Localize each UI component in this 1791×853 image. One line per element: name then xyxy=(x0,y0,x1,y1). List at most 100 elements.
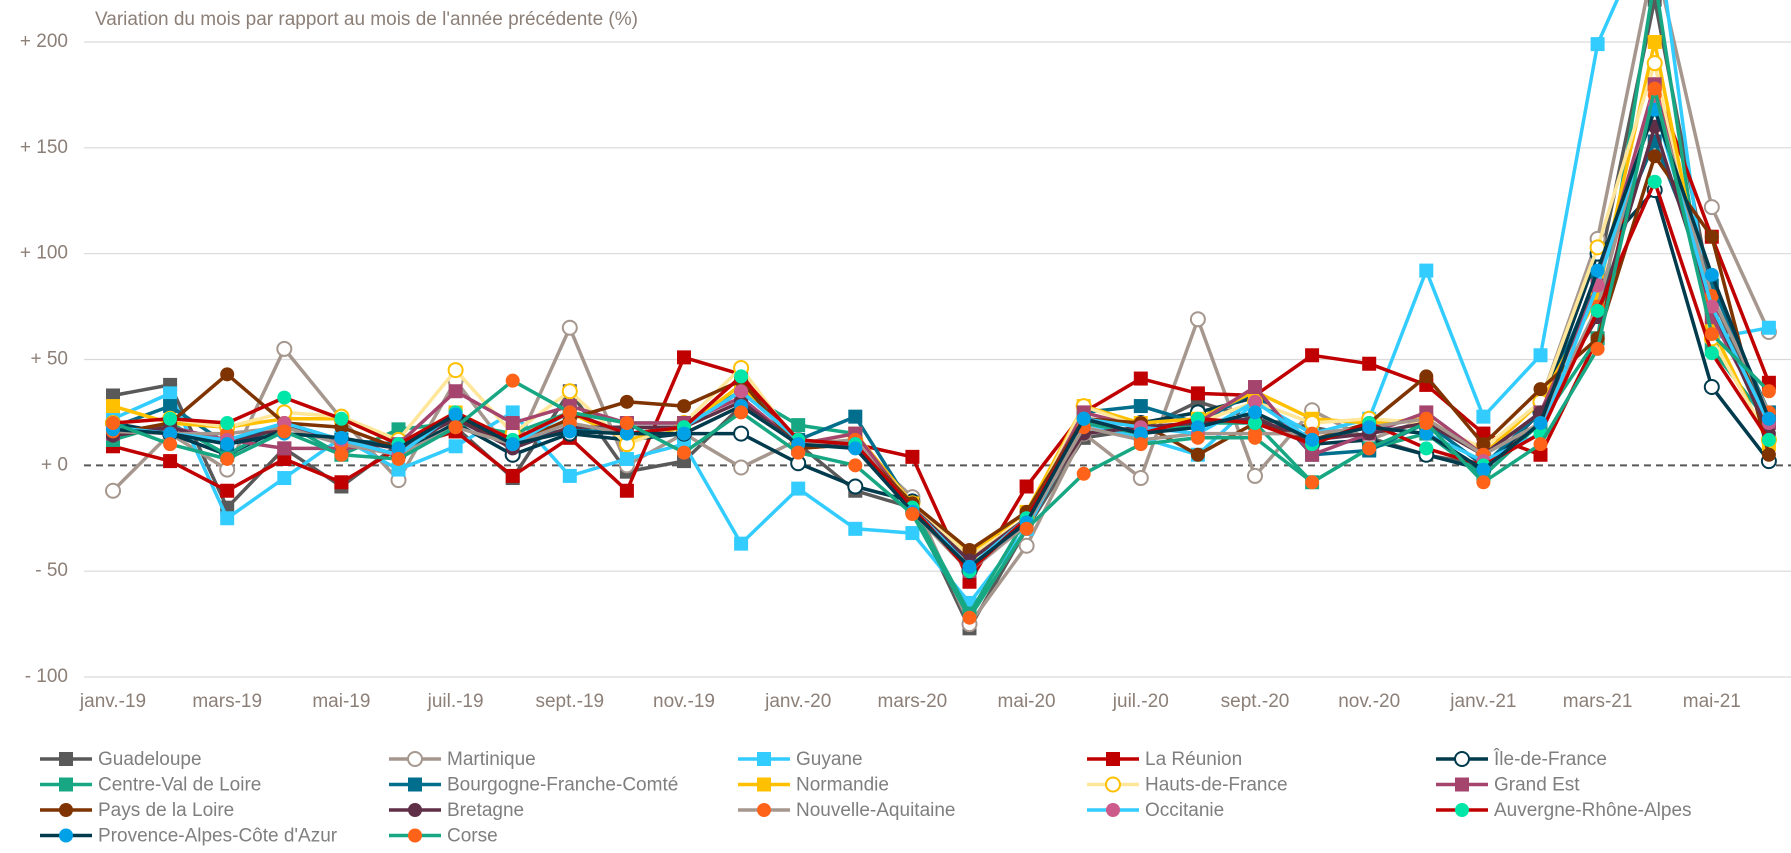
marker xyxy=(408,777,422,792)
marker xyxy=(677,426,691,441)
marker xyxy=(1704,346,1719,361)
marker xyxy=(562,405,577,420)
marker xyxy=(59,803,73,817)
marker xyxy=(619,451,634,466)
x-tick-label: mars-19 xyxy=(192,691,262,712)
y-tick-label: + 0 xyxy=(41,454,68,475)
marker xyxy=(1454,751,1470,767)
marker xyxy=(1646,55,1663,72)
marker xyxy=(1106,803,1120,817)
x-tick-label: sept.-19 xyxy=(535,691,604,712)
marker xyxy=(105,482,121,499)
marker xyxy=(1761,384,1776,399)
x-tick-label: janv.-20 xyxy=(764,691,831,712)
legend-label: Bourgogne-Franche-Comté xyxy=(447,775,678,796)
plot-area xyxy=(105,0,1777,636)
marker xyxy=(1190,386,1205,401)
marker xyxy=(734,405,749,420)
marker xyxy=(1704,229,1719,244)
marker xyxy=(1647,81,1662,96)
marker xyxy=(334,447,349,462)
marker xyxy=(1761,432,1776,447)
series-line xyxy=(112,103,1771,569)
marker xyxy=(163,399,178,414)
marker xyxy=(1761,320,1776,335)
marker xyxy=(1476,426,1491,441)
marker xyxy=(391,441,406,456)
marker xyxy=(277,471,292,486)
series-line xyxy=(112,82,1771,584)
marker xyxy=(1190,420,1205,435)
legend-label: Nouvelle-Aquitaine xyxy=(796,800,956,821)
marker xyxy=(905,526,920,541)
marker xyxy=(1533,447,1548,462)
x-tick-label: juil.-19 xyxy=(427,691,484,712)
marker xyxy=(447,362,464,379)
marker xyxy=(1761,447,1776,462)
marker xyxy=(1362,356,1377,371)
marker xyxy=(220,367,235,382)
y-tick-label: + 50 xyxy=(30,349,68,370)
marker xyxy=(505,405,520,420)
marker xyxy=(757,803,771,817)
series-line xyxy=(112,86,1771,620)
legend-label: Grand Est xyxy=(1494,775,1580,796)
marker xyxy=(1590,263,1605,278)
marker xyxy=(848,458,863,473)
marker xyxy=(163,386,178,401)
marker xyxy=(1704,267,1719,282)
marker xyxy=(391,462,406,477)
x-tick-label: juil.-20 xyxy=(1112,691,1169,712)
marker xyxy=(106,388,120,403)
legend-label: Occitanie xyxy=(1145,800,1224,821)
marker xyxy=(847,478,864,495)
marker xyxy=(1105,776,1121,793)
marker xyxy=(734,536,749,551)
marker xyxy=(962,610,977,625)
marker xyxy=(1704,327,1719,342)
marker xyxy=(848,409,863,424)
legend-label: Provence-Alpes-Côte d'Azur xyxy=(98,826,338,847)
marker xyxy=(1305,432,1320,447)
marker xyxy=(1419,369,1434,384)
marker xyxy=(791,445,806,460)
legend-label: La Réunion xyxy=(1145,749,1242,770)
x-tick-label: janv.-19 xyxy=(79,691,146,712)
marker xyxy=(220,437,235,452)
grid: - 100 - 50 + 0 + 50 + 100 + 150 + 200 janv.-19 m… xyxy=(20,31,1791,712)
marker xyxy=(276,340,293,357)
x-tick-label: mars-20 xyxy=(878,691,948,712)
marker xyxy=(734,369,749,384)
marker xyxy=(505,416,520,430)
marker xyxy=(1132,470,1149,487)
marker xyxy=(1248,394,1262,409)
marker xyxy=(1476,462,1491,477)
marker xyxy=(1247,467,1263,484)
marker xyxy=(334,430,349,445)
marker xyxy=(1419,441,1434,456)
marker xyxy=(734,384,749,399)
marker xyxy=(677,350,691,365)
marker xyxy=(1647,35,1662,49)
legend-label: Centre-Val de Loire xyxy=(98,775,261,796)
marker xyxy=(163,411,178,426)
marker xyxy=(1189,311,1206,328)
series-line xyxy=(112,124,1771,563)
x-tick-label: nov.-20 xyxy=(1338,691,1400,712)
marker xyxy=(1647,174,1662,189)
marker xyxy=(619,483,634,498)
legend-label: Île-de-France xyxy=(1493,748,1607,770)
marker xyxy=(59,828,73,843)
legend-label: Corse xyxy=(447,826,498,847)
marker xyxy=(407,751,423,767)
marker xyxy=(448,439,463,454)
marker xyxy=(1703,199,1720,216)
marker xyxy=(1076,411,1091,426)
x-tick-label: mai-20 xyxy=(998,691,1056,712)
marker xyxy=(505,373,520,388)
marker xyxy=(1590,303,1605,318)
marker xyxy=(1018,537,1035,554)
series-line xyxy=(112,82,1771,573)
series-line xyxy=(112,61,1771,559)
